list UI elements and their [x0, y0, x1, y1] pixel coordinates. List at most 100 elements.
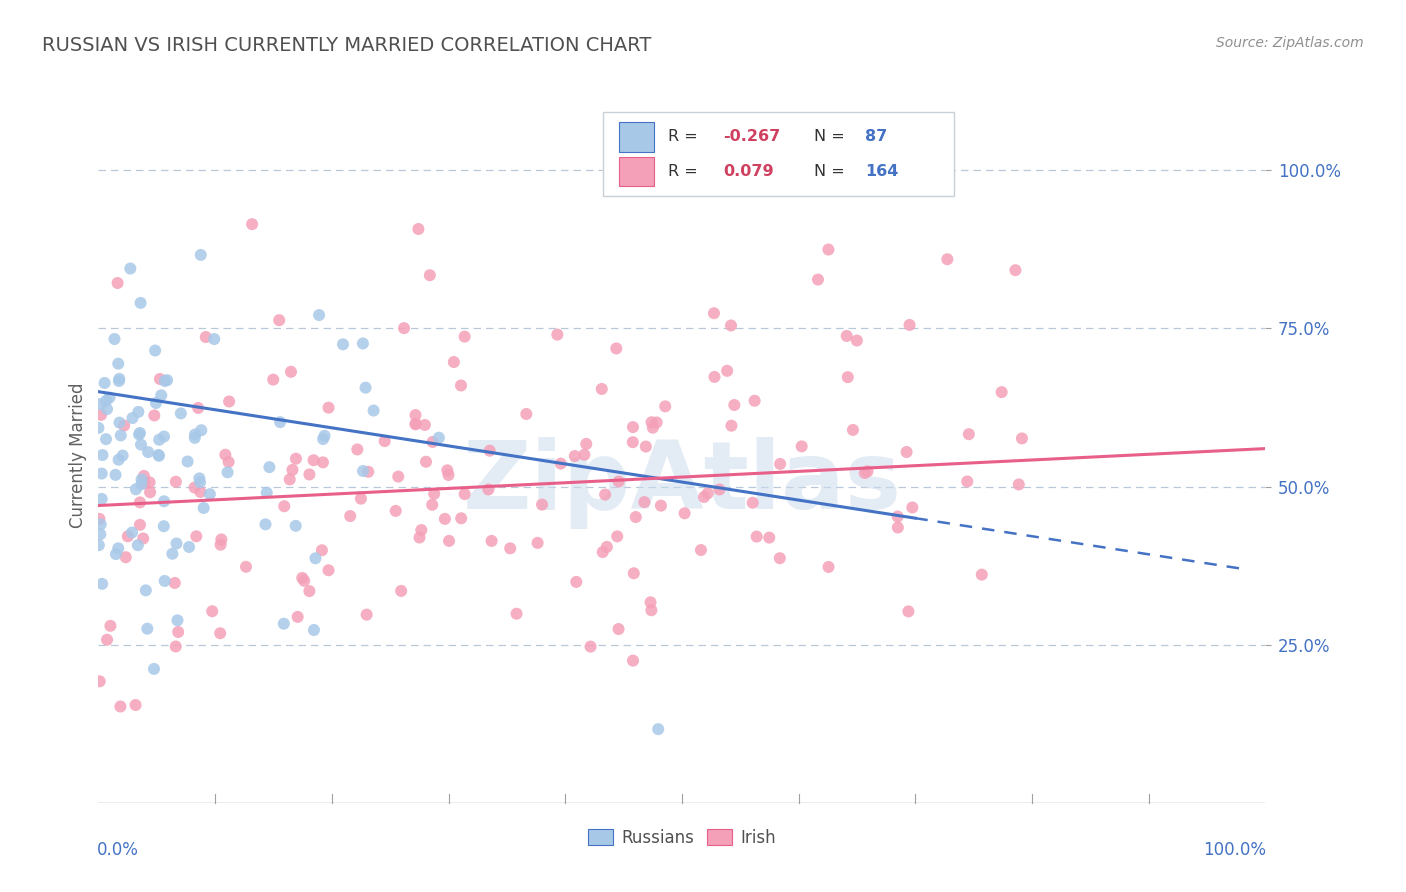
Point	[744, 393, 766, 408]
Point	[89, 397, 111, 411]
Point	[291, 571, 314, 585]
Point	[673, 506, 696, 520]
Point	[478, 443, 501, 458]
Point	[188, 471, 211, 485]
Point	[108, 374, 131, 388]
Point	[108, 372, 131, 386]
Point	[166, 536, 188, 550]
Point	[91, 577, 114, 591]
Point	[856, 464, 879, 478]
Point	[605, 342, 627, 356]
Point	[129, 425, 152, 440]
Point	[114, 550, 136, 565]
Point	[845, 334, 868, 348]
Point	[408, 222, 430, 236]
Point	[198, 487, 221, 501]
Point	[790, 439, 813, 453]
Point	[640, 603, 662, 617]
Point	[354, 381, 377, 395]
Point	[90, 491, 112, 506]
Point	[129, 495, 152, 509]
Point	[716, 364, 738, 378]
Point	[311, 543, 333, 558]
Point	[136, 445, 159, 459]
Point	[901, 500, 924, 515]
Point	[621, 435, 644, 450]
Point	[165, 640, 187, 654]
Point	[139, 485, 162, 500]
Point	[94, 432, 117, 446]
Point	[281, 463, 304, 477]
Point	[591, 382, 613, 396]
Point	[176, 454, 198, 468]
Point	[93, 376, 115, 390]
Point	[898, 318, 921, 332]
Point	[419, 268, 441, 283]
Point	[292, 574, 315, 588]
Point	[186, 529, 208, 543]
Point	[745, 530, 768, 544]
Point	[110, 699, 132, 714]
Point	[607, 475, 630, 489]
Text: 0.079: 0.079	[723, 164, 773, 179]
Point	[129, 437, 152, 451]
Point	[374, 434, 396, 449]
Point	[91, 448, 114, 462]
Point	[693, 490, 716, 504]
Point	[956, 475, 979, 489]
Point	[90, 408, 112, 422]
Point	[837, 370, 859, 384]
Point	[148, 449, 170, 463]
Point	[408, 531, 430, 545]
Point	[150, 388, 173, 402]
Point	[134, 476, 156, 491]
Point	[89, 527, 111, 541]
Point	[100, 619, 122, 633]
Point	[262, 373, 284, 387]
Point	[156, 373, 179, 387]
Point	[853, 466, 876, 480]
FancyBboxPatch shape	[619, 122, 654, 152]
Point	[298, 467, 321, 482]
Point	[128, 427, 150, 442]
Point	[575, 437, 598, 451]
Point	[450, 378, 472, 392]
Point	[104, 547, 127, 561]
Point	[209, 626, 232, 640]
Point	[107, 276, 129, 290]
Point	[531, 498, 554, 512]
Point	[302, 453, 325, 467]
Point	[392, 321, 415, 335]
Point	[94, 393, 117, 408]
Point	[565, 574, 588, 589]
Point	[623, 566, 645, 581]
Point	[209, 533, 232, 547]
Point	[184, 431, 207, 445]
Point	[269, 313, 291, 327]
Text: 100.0%: 100.0%	[1204, 841, 1267, 859]
Point	[111, 449, 134, 463]
Text: N =: N =	[814, 129, 845, 145]
Point	[120, 261, 142, 276]
Point	[107, 452, 129, 467]
Point	[143, 662, 166, 676]
Y-axis label: Currently Married: Currently Married	[69, 382, 87, 528]
Point	[499, 541, 522, 556]
Point	[896, 445, 918, 459]
Point	[124, 698, 146, 712]
Point	[209, 538, 232, 552]
Text: 0.0%: 0.0%	[97, 841, 139, 859]
Point	[190, 423, 212, 437]
Point	[389, 583, 412, 598]
Point	[96, 632, 118, 647]
Point	[284, 519, 307, 533]
Point	[703, 306, 725, 320]
Point	[650, 499, 672, 513]
Point	[758, 531, 780, 545]
Point	[405, 417, 427, 431]
Point	[298, 584, 321, 599]
Point	[350, 491, 373, 506]
Point	[970, 567, 993, 582]
Point	[1004, 263, 1026, 277]
Point	[897, 604, 920, 618]
